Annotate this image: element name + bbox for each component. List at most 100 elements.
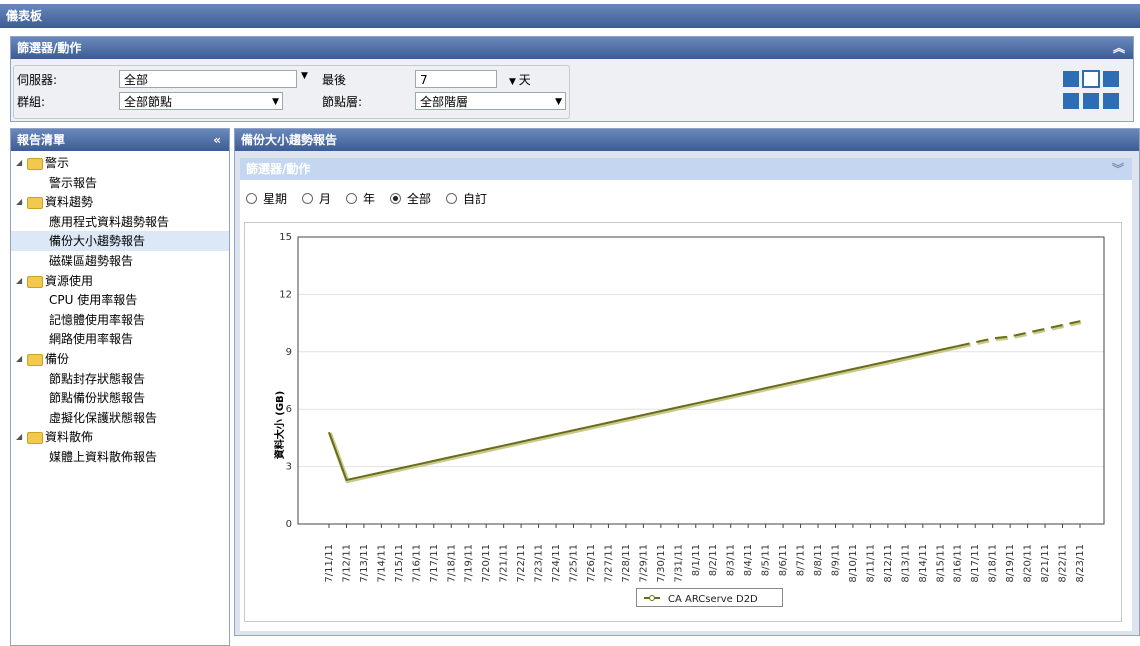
radio-circle [302,193,313,204]
tree-item[interactable]: 備份大小趨勢報告 [11,231,229,252]
x-tick-label: 8/14/11 [918,544,929,583]
range-label: 年 [363,192,376,206]
tree-group[interactable]: ◢ 警示 [11,153,229,173]
range-row: 星期 月 年 全部 自訂 [240,180,1132,216]
y-tick-label: 9 [286,347,292,358]
report-title: 備份大小趨勢報告 [241,133,338,147]
last-input[interactable]: 7 [415,70,497,88]
tree-item[interactable]: 節點封存狀態報告 [11,369,229,389]
x-tick-label: 8/21/11 [1040,544,1051,583]
x-tick-label: 7/18/11 [446,544,457,583]
x-tick-label: 8/8/11 [813,544,824,576]
x-tick-label: 8/20/11 [1023,544,1034,583]
filter-title: 篩選器/動作 [17,41,82,55]
tree-group[interactable]: ◢ 資源使用 [11,271,229,291]
tree-item[interactable]: 媒體上資料散佈報告 [11,447,229,467]
item-label: 警示報告 [49,175,98,190]
projected-line [957,320,1081,348]
layout-3-icon[interactable] [1103,93,1119,109]
export-icon[interactable] [1103,71,1119,87]
last-value: 7 [420,73,428,87]
folder-icon [27,275,43,288]
x-tick-label: 7/11/11 [324,544,335,583]
x-tick-label: 8/7/11 [796,544,807,576]
email-icon[interactable] [1082,70,1100,88]
x-tick-label: 7/26/11 [586,544,597,583]
collapse-icon[interactable]: ︽ [1112,41,1125,55]
group-select[interactable]: 全部節點 ▼ [119,92,283,110]
server-input[interactable]: 全部 [119,70,297,88]
tier-select[interactable]: 全部階層 ▼ [415,92,566,110]
top-bar: 儀表板 [0,4,1140,28]
filter-panel: 篩選器/動作 ︽ 伺服器: 全部 ▼ 群組: 全部節點 ▼ 最後 7 ▼ 天 節點層… [10,36,1134,122]
tree-item[interactable]: 記憶體使用率報告 [11,310,229,330]
item-label: 網路使用率報告 [49,332,134,347]
last-label: 最後 [322,73,347,87]
legend-marker [649,595,655,601]
folder-icon [27,197,43,210]
range-label: 全部 [407,192,432,206]
tier-label: 節點層: [322,95,363,109]
y-tick-label: 0 [286,519,292,530]
folder-icon [27,158,43,170]
tree-group[interactable]: ◢ 資料散佈 [11,427,229,447]
item-label: 節點封存狀態報告 [49,371,146,386]
layout-1-icon[interactable] [1063,93,1079,109]
item-label: 磁碟區趨勢報告 [49,254,134,268]
x-tick-label: 8/3/11 [726,544,737,576]
filter-group [13,65,570,119]
plot-frame [297,236,1105,525]
item-label: 應用程式資料趨勢報告 [49,214,170,229]
range-radio[interactable]: 年 [346,190,375,207]
refresh-icon[interactable] [1063,71,1079,87]
y-tick-label: 6 [286,404,292,415]
tree-group[interactable]: ◢ 資料趨勢 [11,192,229,212]
range-radio[interactable]: 全部 [390,190,431,207]
expand-arrow: ◢ [16,354,23,363]
layout-2-icon[interactable] [1083,93,1099,109]
collapse-icon[interactable]: « [213,133,221,147]
chart-frame [244,222,1122,622]
unit-select[interactable]: ▼ 天 [509,73,531,87]
y-tick-label: 12 [279,289,292,300]
x-tick-label: 7/28/11 [621,544,632,583]
group-label: 備份 [45,352,70,366]
range-radio[interactable]: 月 [302,190,331,207]
x-tick-label: 7/19/11 [464,544,475,583]
group-label: 資料趨勢 [45,195,94,210]
x-tick-label: 7/16/11 [411,544,422,583]
x-tick-label: 7/29/11 [638,544,649,583]
x-tick-label: 7/24/11 [551,544,562,583]
tree-item[interactable]: 磁碟區趨勢報告 [11,251,229,271]
tree-item[interactable]: 應用程式資料趨勢報告 [11,212,229,232]
expand-icon[interactable]: ︾ [1111,162,1124,176]
range-radio[interactable]: 自訂 [446,190,487,207]
expand-arrow: ◢ [16,158,23,167]
tree-item[interactable]: 節點備份狀態報告 [11,388,229,408]
range-radio[interactable]: 星期 [246,190,287,207]
folder-icon [27,432,43,445]
tree-item[interactable]: 警示報告 [11,173,229,193]
projected-line-shadow [958,320,1082,350]
page-title: 儀表板 [6,9,43,23]
tree-item[interactable]: 網路使用率報告 [11,329,229,349]
server-dropdown[interactable]: ▼ [301,71,308,81]
x-tick-label: 7/22/11 [516,544,527,583]
group-value: 全部節點 [124,95,173,109]
y-axis-title: 資料大小 (GB) [273,391,286,459]
x-tick-label: 8/2/11 [708,544,719,576]
report-list-title: 報告清單 [17,133,66,147]
toolbar-icons [1063,70,1119,109]
range-label: 月 [319,192,332,206]
report-list-header: 報告清單 « [11,129,229,151]
tree-item[interactable]: 虛擬化保護狀態報告 [11,408,229,428]
item-label: 虛擬化保護狀態報告 [49,410,158,425]
item-label: CPU 使用率報告 [49,293,138,308]
expand-arrow: ◢ [16,432,23,442]
tree-item[interactable]: CPU 使用率報告 [11,290,229,310]
tree-group[interactable]: ◢ 備份 [11,349,229,369]
x-tick-label: 8/17/11 [970,544,981,583]
x-tick-label: 8/10/11 [848,544,859,583]
x-tick-label: 7/27/11 [603,544,614,583]
